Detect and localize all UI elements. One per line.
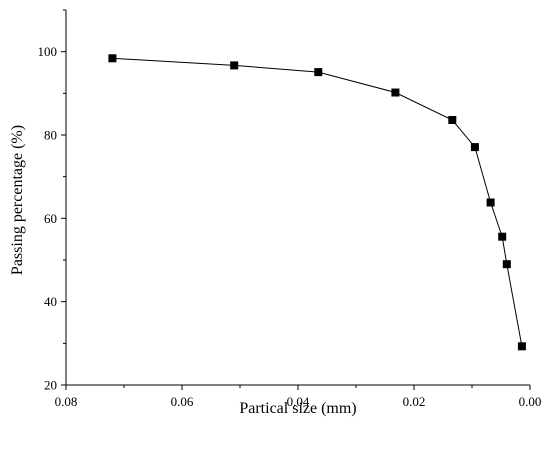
y-ticks: 20 40 60 80 100 <box>38 9 66 393</box>
y-tick-label: 80 <box>44 128 57 143</box>
data-point-marker <box>498 232 507 241</box>
data-point-marker <box>230 61 239 70</box>
data-point-marker <box>108 54 117 63</box>
x-tick-label: 0.08 <box>55 394 78 409</box>
y-axis-title: Passing percentage (%) <box>9 125 26 275</box>
data-point-marker <box>517 342 526 351</box>
data-point-marker <box>486 198 495 207</box>
series-points <box>108 54 526 351</box>
series-line <box>112 57 523 347</box>
x-ticks: 0.08 0.06 0.04 0.02 0.00 <box>55 385 542 409</box>
data-point-marker <box>391 88 400 97</box>
y-tick-label: 60 <box>44 211 57 226</box>
x-tick-label: 0.02 <box>403 394 426 409</box>
x-tick-label: 0.00 <box>519 394 542 409</box>
data-point-marker <box>448 116 457 124</box>
x-tick-label: 0.04 <box>287 394 310 409</box>
y-tick-label: 20 <box>44 378 57 393</box>
x-axis-title: Partical size (mm) <box>239 400 356 417</box>
y-tick-label: 40 <box>44 294 57 309</box>
data-point-marker <box>314 68 323 77</box>
y-tick-label: 100 <box>38 44 58 59</box>
data-point-marker <box>502 260 511 269</box>
plot-area <box>65 10 530 386</box>
series-polyline <box>112 57 523 347</box>
x-tick-label: 0.06 <box>171 394 194 409</box>
data-point-marker <box>470 143 479 152</box>
